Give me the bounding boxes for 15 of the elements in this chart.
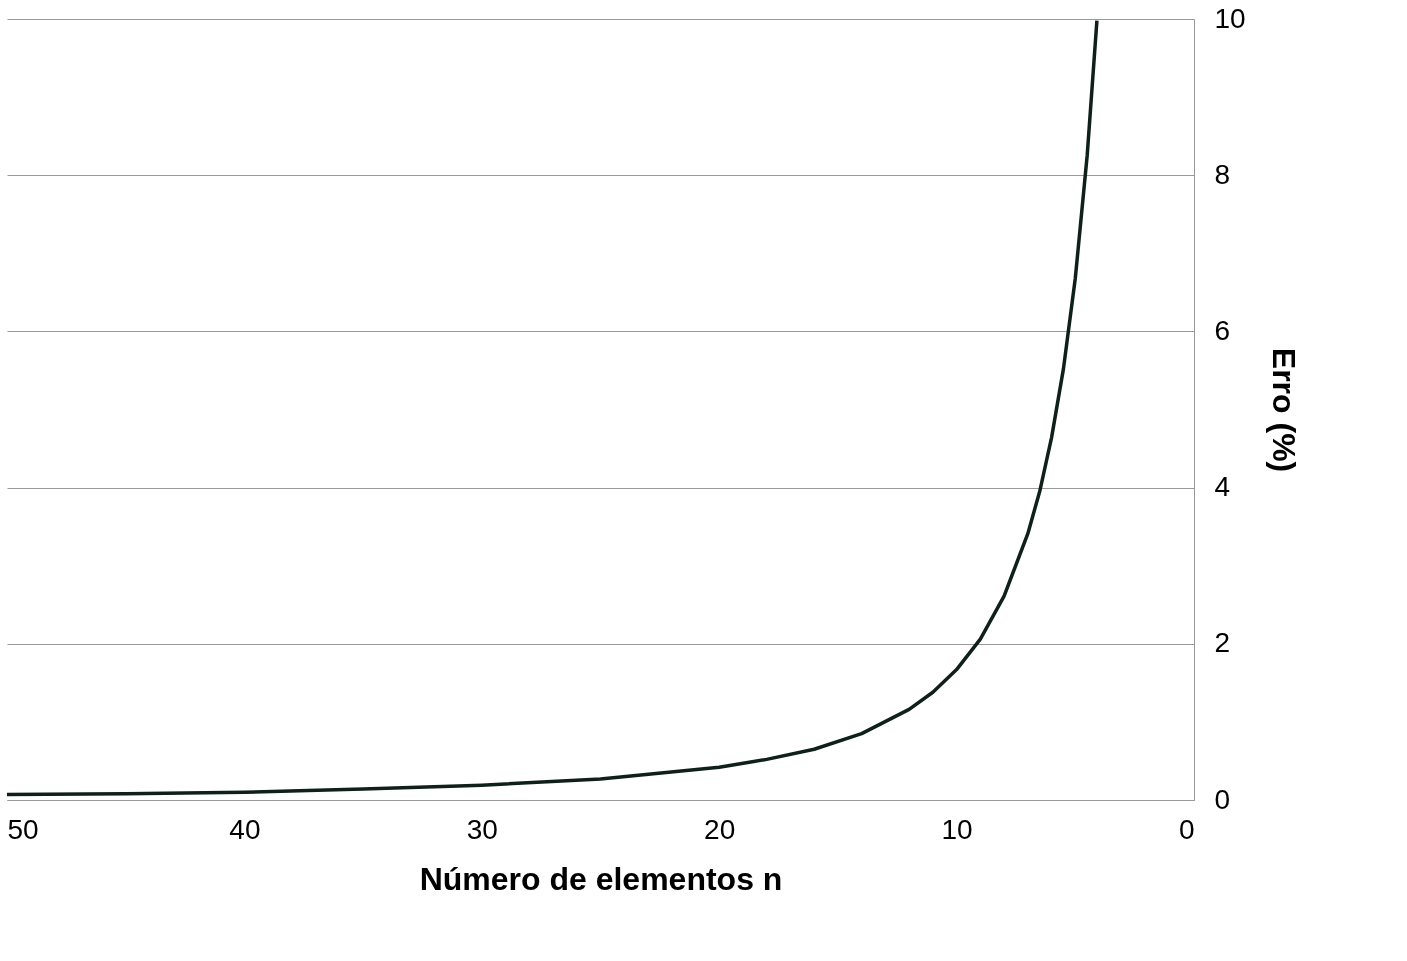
- y-tick-label: 10: [1214, 2, 1246, 34]
- x-tick-label: 10: [941, 813, 973, 845]
- x-tick-label: 20: [704, 813, 736, 845]
- y-tick-label: 0: [1214, 783, 1231, 815]
- x-tick-label: 50: [7, 813, 39, 845]
- y-tick-label: 6: [1214, 314, 1231, 346]
- y-tick-label: 8: [1214, 158, 1231, 190]
- x-tick-label: 40: [229, 813, 261, 845]
- x-tick-label: 30: [466, 813, 498, 845]
- y-axis-title: Erro (%): [1265, 347, 1302, 473]
- y-tick-label: 2: [1214, 627, 1231, 659]
- x-axis-title: Número de elementos n: [419, 860, 783, 897]
- line-series: [5, 18, 1099, 797]
- x-tick-label: 0: [1178, 813, 1195, 845]
- y-tick-label: 4: [1214, 471, 1231, 503]
